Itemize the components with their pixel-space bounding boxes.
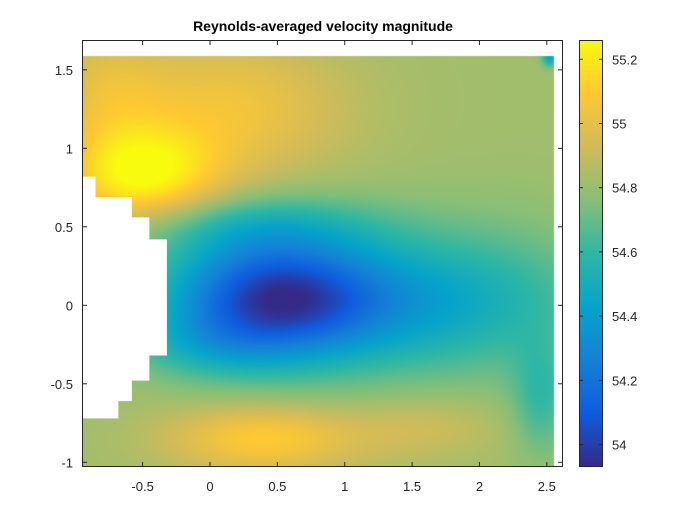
colorbar-tick-label: 54.6 <box>612 245 637 260</box>
x-tick-label: 0.5 <box>268 479 286 494</box>
colorbar-tick-label: 54.8 <box>612 181 637 196</box>
chart-title: Reynolds-averaged velocity magnitude <box>193 18 453 34</box>
colorbar-tick-label: 54.4 <box>612 309 637 324</box>
x-tick-label: 2.5 <box>538 479 556 494</box>
colorbar-canvas <box>579 40 603 467</box>
x-tick-label: -0.5 <box>131 479 153 494</box>
y-tick-label: 0 <box>66 298 73 313</box>
colorbar-tick-label: 54 <box>612 438 626 453</box>
x-tick-label: 1 <box>341 479 348 494</box>
colorbar-image-container <box>579 40 603 467</box>
x-tick-label: 0 <box>206 479 213 494</box>
y-tick-label: 1.5 <box>55 63 73 78</box>
y-tick-label: -1 <box>61 455 73 470</box>
y-tick-label: 0.5 <box>55 220 73 235</box>
colorbar-axis-layer: 54 54.2 54.4 54.6 54.8 55 55.2 <box>579 40 637 467</box>
obstacle-mask-layer <box>82 176 167 419</box>
colorbar-tick-label: 55 <box>612 116 626 131</box>
x-tick-label: 2 <box>476 479 483 494</box>
obstacle-mask <box>82 176 167 419</box>
axes-layer: -0.5 0 0.5 1 1.5 2 2.5 -1 -0.5 0 0.5 1 1.5 <box>51 40 563 494</box>
x-tick-label: 1.5 <box>403 479 421 494</box>
y-tick-label: 1 <box>66 141 73 156</box>
plot-frame <box>82 40 563 467</box>
colorbar-frame <box>579 40 603 467</box>
colorbar-tick-label: 55.2 <box>612 52 637 67</box>
colorbar-tick-label: 54.2 <box>612 373 637 388</box>
y-tick-label: -0.5 <box>51 377 73 392</box>
